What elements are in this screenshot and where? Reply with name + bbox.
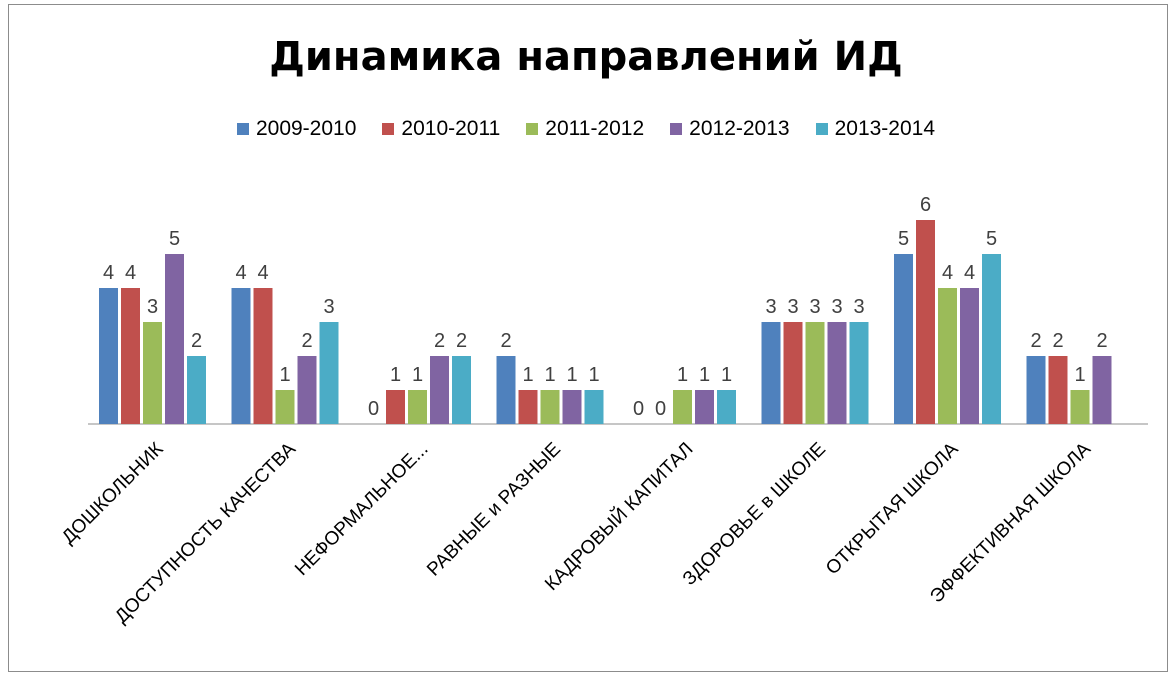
data-label: 3 bbox=[147, 296, 158, 318]
data-label: 2 bbox=[191, 330, 202, 352]
data-label: 3 bbox=[765, 296, 776, 318]
bar bbox=[982, 254, 1001, 424]
legend-item: 2009-2010 bbox=[236, 117, 357, 141]
data-label: 1 bbox=[721, 364, 732, 386]
data-label: 3 bbox=[853, 296, 864, 318]
bar bbox=[1092, 356, 1112, 424]
legend-item: 2011-2012 bbox=[526, 117, 644, 141]
bar bbox=[496, 356, 516, 424]
bar bbox=[518, 390, 538, 424]
data-label: 1 bbox=[699, 364, 710, 386]
category-label: КАДРОВЫЙ КАПИТАЛ bbox=[541, 438, 698, 595]
bar bbox=[408, 390, 427, 424]
bar bbox=[540, 390, 560, 424]
chart-legend: 2009-2010 2010-2011 2011-2012 2012-2013 2013… bbox=[0, 117, 1172, 141]
bar bbox=[275, 390, 295, 424]
data-label: 5 bbox=[986, 228, 997, 250]
legend-swatch bbox=[382, 123, 395, 135]
data-label: 0 bbox=[368, 398, 379, 420]
legend-swatch bbox=[526, 123, 539, 135]
bar bbox=[960, 288, 979, 424]
bar bbox=[938, 288, 957, 424]
data-label: 1 bbox=[279, 364, 290, 386]
data-label: 2 bbox=[434, 330, 445, 352]
data-label: 0 bbox=[633, 398, 644, 420]
bar bbox=[761, 322, 781, 424]
data-label: 2 bbox=[500, 330, 511, 352]
bar bbox=[717, 390, 736, 424]
bar bbox=[894, 254, 913, 424]
legend-label: 2010-2011 bbox=[401, 117, 501, 140]
bar bbox=[783, 322, 803, 424]
data-label: 6 bbox=[920, 194, 931, 216]
legend-label: 2009-2010 bbox=[255, 117, 357, 140]
legend-item: 2013-2014 bbox=[815, 117, 936, 141]
data-label: 1 bbox=[412, 364, 423, 386]
bar bbox=[430, 356, 449, 424]
data-label: 0 bbox=[655, 398, 666, 420]
data-label: 4 bbox=[942, 262, 953, 284]
data-label: 1 bbox=[677, 364, 688, 386]
bar bbox=[695, 390, 714, 424]
legend-item: 2012-2013 bbox=[670, 117, 790, 141]
bar bbox=[187, 356, 206, 424]
bar bbox=[916, 220, 935, 424]
bar bbox=[319, 322, 339, 424]
data-label: 2 bbox=[1096, 330, 1107, 352]
bar bbox=[231, 288, 251, 424]
data-label: 5 bbox=[898, 228, 909, 250]
data-label: 3 bbox=[787, 296, 798, 318]
bar bbox=[99, 288, 118, 424]
legend-swatch bbox=[670, 123, 683, 135]
data-label: 1 bbox=[588, 364, 599, 386]
data-label: 2 bbox=[456, 330, 467, 352]
category-label: РАВНЫЕ и РАЗНЫЕ bbox=[423, 439, 565, 581]
bar bbox=[562, 390, 582, 424]
bar bbox=[827, 322, 847, 424]
legend-label: 2013-2014 bbox=[834, 117, 936, 140]
data-label: 1 bbox=[1074, 364, 1085, 386]
data-label: 4 bbox=[257, 262, 268, 284]
bar bbox=[143, 322, 162, 424]
bar bbox=[386, 390, 405, 424]
bar bbox=[1070, 390, 1090, 424]
category-label: ОТКРЫТАЯ ШКОЛА bbox=[822, 438, 963, 579]
data-label: 3 bbox=[831, 296, 842, 318]
category-label: ДОШКОЛЬНИК bbox=[58, 439, 168, 549]
legend-label: 2012-2013 bbox=[689, 117, 790, 140]
bar bbox=[121, 288, 140, 424]
data-label: 1 bbox=[544, 364, 555, 386]
data-label: 5 bbox=[169, 228, 180, 250]
bar bbox=[673, 390, 692, 424]
bar bbox=[165, 254, 184, 424]
bar bbox=[253, 288, 273, 424]
chart-title: Динамика направлений ИД bbox=[269, 34, 903, 80]
data-label: 1 bbox=[522, 364, 533, 386]
data-label: 4 bbox=[964, 262, 975, 284]
bar bbox=[297, 356, 317, 424]
bar bbox=[1048, 356, 1068, 424]
bar bbox=[1026, 356, 1046, 424]
data-label: 2 bbox=[301, 330, 312, 352]
data-label: 4 bbox=[103, 262, 114, 284]
legend-item: 2010-2011 bbox=[382, 117, 500, 141]
data-label: 2 bbox=[1052, 330, 1063, 352]
bar bbox=[584, 390, 604, 424]
category-label: ЗДОРОВЬЕ в ШКОЛЕ bbox=[679, 439, 830, 590]
data-label: 4 bbox=[125, 262, 136, 284]
bar bbox=[805, 322, 825, 424]
legend-swatch bbox=[815, 123, 828, 135]
legend-label: 2011-2012 bbox=[545, 117, 645, 140]
category-label: НЕФОРМАЛЬНОЕ... bbox=[291, 439, 432, 580]
data-label: 4 bbox=[235, 262, 246, 284]
legend-swatch bbox=[236, 123, 249, 135]
data-label: 1 bbox=[390, 364, 401, 386]
data-label: 2 bbox=[1030, 330, 1041, 352]
bar bbox=[452, 356, 471, 424]
data-label: 1 bbox=[566, 364, 577, 386]
bar bbox=[849, 322, 869, 424]
data-label: 3 bbox=[323, 296, 334, 318]
data-label: 3 bbox=[809, 296, 820, 318]
